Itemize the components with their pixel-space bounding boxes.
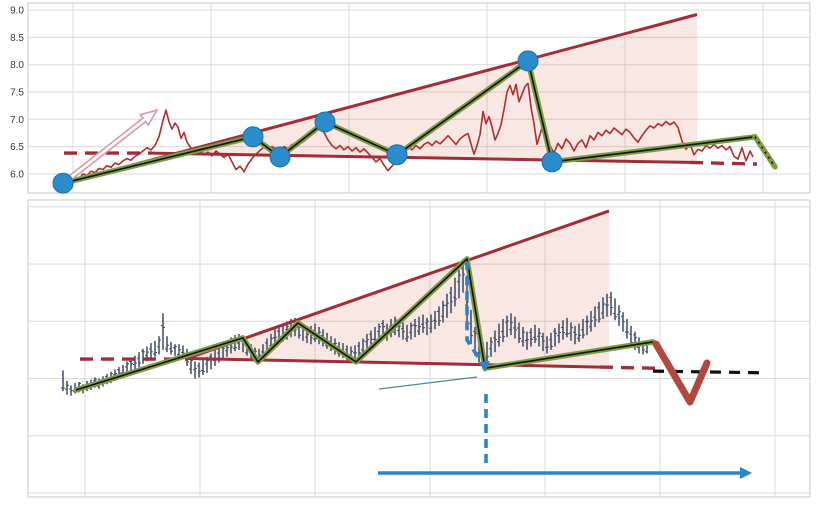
pivot-dot [242,126,264,148]
height-arrowhead [479,361,490,372]
zigzag-forecast-dotted-core [754,136,776,168]
triangle-pattern-fill [176,14,697,163]
pivot-dot [314,111,336,133]
lower-trendline [151,151,691,164]
hollow-breakout-arrow [66,108,159,182]
y-tick-label: 9.0 [10,6,24,17]
y-tick-label: 8.5 [10,33,24,44]
lower-trendline-dash-right [599,365,656,370]
sell1-connector-line [378,376,478,390]
upper-trendline [189,209,610,359]
target-arrowhead [740,467,752,479]
pivot-dot [541,151,563,173]
price-line [62,82,754,186]
pivot-dot [386,144,408,166]
y-tick-label: 6.0 [10,169,24,180]
lower-trendline-dash-right [689,160,758,166]
zigzag-core [75,258,654,391]
pivot-dot [269,146,291,168]
y-tick-label: 7.5 [10,88,24,99]
y-tick-label: 7.0 [10,115,24,126]
height-dashed-line-upper [465,261,484,364]
y-tick-label: 8.0 [10,60,24,71]
pullback-red-band [652,340,711,406]
pivot-dot [517,50,539,72]
y-tick-label: 6.5 [10,142,24,153]
pivot-dot [52,172,74,194]
